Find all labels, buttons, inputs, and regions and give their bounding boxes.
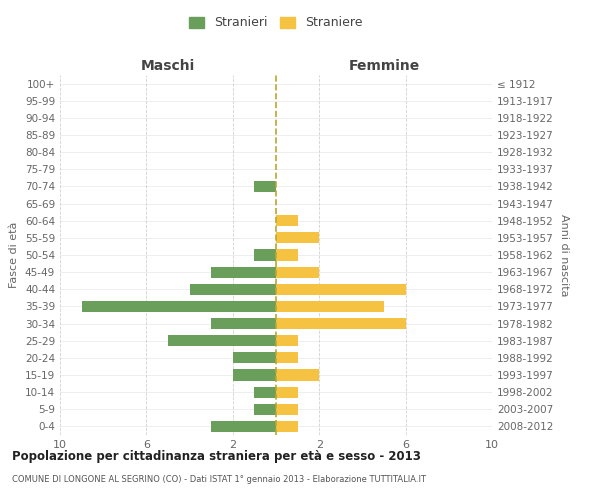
Text: Popolazione per cittadinanza straniera per età e sesso - 2013: Popolazione per cittadinanza straniera p… (12, 450, 421, 463)
Bar (276, 335, 298, 346)
Bar (276, 232, 319, 243)
Bar (254, 404, 276, 415)
Bar (190, 284, 276, 295)
Bar (276, 215, 298, 226)
Y-axis label: Fasce di età: Fasce di età (10, 222, 19, 288)
Bar (211, 266, 276, 278)
Bar (211, 421, 276, 432)
Bar (211, 318, 276, 329)
Bar (276, 421, 298, 432)
Bar (82, 301, 276, 312)
Bar (276, 386, 298, 398)
Text: Maschi: Maschi (141, 58, 195, 72)
Legend: Stranieri, Straniere: Stranieri, Straniere (189, 16, 363, 30)
Bar (168, 335, 276, 346)
Bar (233, 370, 276, 380)
Y-axis label: Anni di nascita: Anni di nascita (559, 214, 569, 296)
Text: Femmine: Femmine (349, 58, 419, 72)
Bar (276, 284, 406, 295)
Bar (276, 318, 406, 329)
Bar (276, 370, 319, 380)
Bar (276, 404, 298, 415)
Bar (276, 266, 319, 278)
Bar (276, 352, 298, 364)
Bar (254, 386, 276, 398)
Bar (254, 181, 276, 192)
Bar (254, 250, 276, 260)
Text: COMUNE DI LONGONE AL SEGRINO (CO) - Dati ISTAT 1° gennaio 2013 - Elaborazione TU: COMUNE DI LONGONE AL SEGRINO (CO) - Dati… (12, 475, 426, 484)
Bar (233, 352, 276, 364)
Bar (276, 250, 298, 260)
Bar (276, 301, 384, 312)
